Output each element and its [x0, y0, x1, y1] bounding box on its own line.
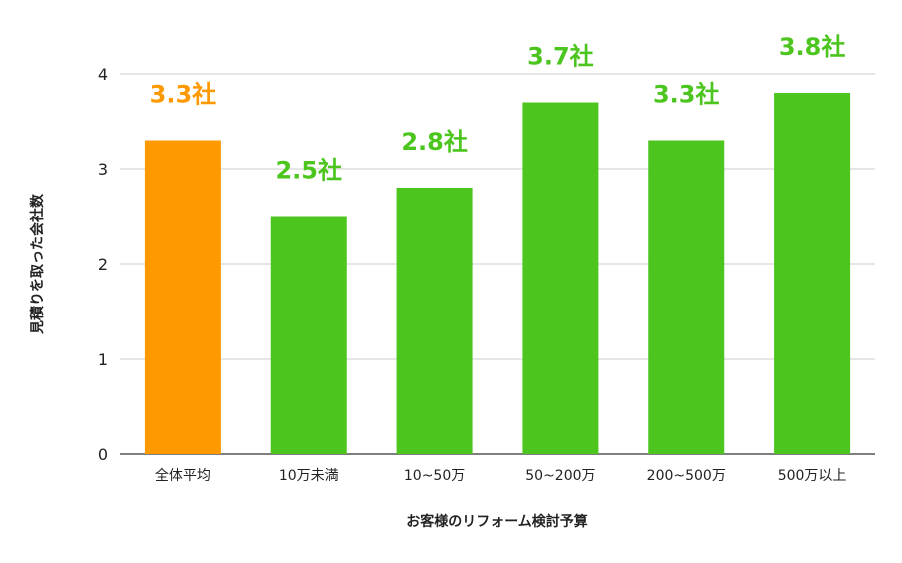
bar	[270, 216, 347, 454]
y-tick-label: 1	[98, 350, 108, 369]
data-label: 2.8社	[401, 128, 468, 156]
y-axis-title: 見積りを取った会社数	[29, 193, 46, 335]
data-label: 3.7社	[527, 43, 594, 71]
x-tick-label: 10~50万	[404, 468, 465, 484]
bar	[396, 188, 473, 454]
y-tick-label: 0	[98, 445, 108, 464]
x-axis-title: お客様のリフォーム検討予算	[406, 513, 588, 530]
data-labels: 3.3社 2.5社 2.8社 3.7社 3.3社 3.8社	[150, 33, 846, 185]
x-tick-label: 10万未満	[279, 468, 339, 484]
y-axis-ticks: 0 1 2 3 4	[98, 65, 108, 464]
bar	[522, 102, 599, 454]
x-axis-ticks: 全体平均 10万未満 10~50万 50~200万 200~500万 500万以上	[155, 467, 847, 484]
bars	[144, 93, 851, 454]
bar	[774, 93, 851, 454]
data-label: 2.5社	[275, 157, 342, 185]
x-tick-label: 500万以上	[778, 468, 847, 484]
x-tick-label: 全体平均	[155, 467, 211, 484]
y-tick-label: 3	[98, 160, 108, 179]
x-tick-label: 200~500万	[647, 468, 726, 484]
x-tick-label: 50~200万	[525, 468, 595, 484]
y-tick-label: 4	[98, 65, 108, 84]
data-label: 3.3社	[653, 81, 720, 109]
data-label: 3.8社	[779, 33, 846, 61]
bar	[648, 140, 725, 454]
bar	[144, 140, 221, 454]
y-tick-label: 2	[98, 255, 108, 274]
data-label: 3.3社	[150, 81, 217, 109]
gridlines	[120, 73, 875, 455]
